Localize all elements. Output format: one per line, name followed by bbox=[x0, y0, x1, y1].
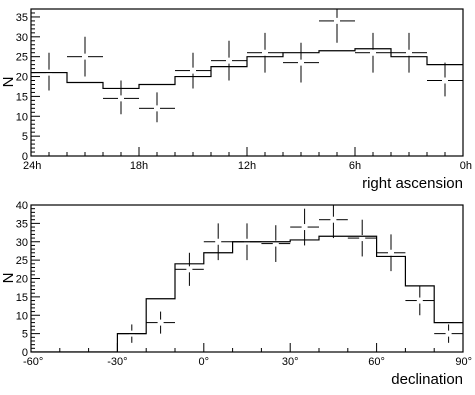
dec-x-tick-label: 90° bbox=[455, 356, 472, 368]
dec-data-point bbox=[261, 225, 291, 262]
dec-y-tick-label: 15 bbox=[16, 292, 28, 304]
ra-model-step-line bbox=[31, 48, 463, 90]
ra-data-point bbox=[175, 52, 211, 89]
dec-panel: 0 5 10 15 20 25 30 35 40 -60° -30° 0° 30° 60° 90° decli… bbox=[0, 200, 472, 388]
ra-y-tick-label: 30 bbox=[16, 32, 28, 44]
dec-x-tick-label: 30° bbox=[282, 356, 299, 368]
dec-x-tick-label: -60° bbox=[23, 356, 43, 368]
dec-data-point bbox=[405, 285, 435, 316]
dec-data-point bbox=[203, 223, 233, 261]
ra-data-point bbox=[139, 92, 175, 123]
ra-y-tick-label: 25 bbox=[16, 52, 28, 64]
ra-data-point bbox=[355, 32, 391, 73]
ra-y-tick-label: 20 bbox=[16, 72, 28, 84]
dec-data-point bbox=[434, 324, 463, 343]
dec-x-axis-label: declination bbox=[391, 371, 463, 388]
ra-data-point bbox=[103, 80, 139, 115]
ra-x-tick-label: 18h bbox=[130, 160, 148, 172]
dec-data-point bbox=[319, 205, 348, 239]
dec-data-layer bbox=[31, 205, 463, 352]
dec-y-tick-label: 10 bbox=[16, 310, 28, 322]
ra-y-tick-label: 0 bbox=[22, 151, 28, 163]
ra-x-axis-label: right ascension bbox=[362, 175, 463, 192]
dec-y-tick-label: 35 bbox=[16, 218, 28, 230]
ra-data-point bbox=[391, 32, 427, 73]
ra-data-point bbox=[67, 36, 103, 77]
ra-panel: 0 5 10 15 20 25 30 35 24h 18h 12h 6h 0h right ascensi… bbox=[0, 8, 472, 192]
ra-data-point bbox=[283, 42, 319, 83]
ra-x-tick-label: 0h bbox=[460, 160, 472, 172]
dec-data-point bbox=[376, 234, 406, 272]
ra-y-tick-label: 15 bbox=[16, 91, 28, 103]
dec-y-axis-label: N bbox=[0, 273, 17, 284]
dec-data-point bbox=[232, 223, 262, 261]
dec-data-point bbox=[347, 219, 377, 257]
ra-data-point bbox=[247, 32, 283, 73]
dec-y-tick-label: 20 bbox=[16, 274, 28, 286]
dec-y-tick-label: 0 bbox=[22, 347, 28, 359]
dec-data-point bbox=[290, 208, 319, 246]
dec-data-point bbox=[175, 252, 204, 286]
dec-y-tick-label: 5 bbox=[22, 329, 28, 341]
ra-y-tick-label: 10 bbox=[16, 111, 28, 123]
ra-data-point bbox=[319, 9, 355, 43]
ra-data-point bbox=[31, 52, 67, 91]
ra-data-point bbox=[427, 62, 463, 97]
dec-x-tick-label: 0° bbox=[199, 356, 210, 368]
ra-x-tick-label: 6h bbox=[349, 160, 361, 172]
ra-y-axis-label: N bbox=[0, 77, 17, 88]
ra-x-tick-label: 24h bbox=[23, 160, 41, 172]
ra-y-tick-label: 35 bbox=[16, 12, 28, 24]
dec-data-point bbox=[117, 324, 147, 343]
ra-data-point bbox=[211, 40, 247, 81]
dec-y-tick-label: 40 bbox=[16, 200, 28, 212]
ra-y-tick-label: 5 bbox=[22, 131, 28, 143]
dec-y-tick-label: 25 bbox=[16, 255, 28, 267]
dec-data-point bbox=[146, 311, 175, 334]
ra-x-tick-label: 12h bbox=[238, 160, 256, 172]
dec-y-tick-label: 30 bbox=[16, 237, 28, 249]
dec-x-tick-label: -30° bbox=[107, 356, 127, 368]
dec-model-step-line bbox=[31, 235, 463, 352]
ra-data-layer bbox=[31, 9, 463, 123]
dec-x-tick-label: 60° bbox=[368, 356, 385, 368]
